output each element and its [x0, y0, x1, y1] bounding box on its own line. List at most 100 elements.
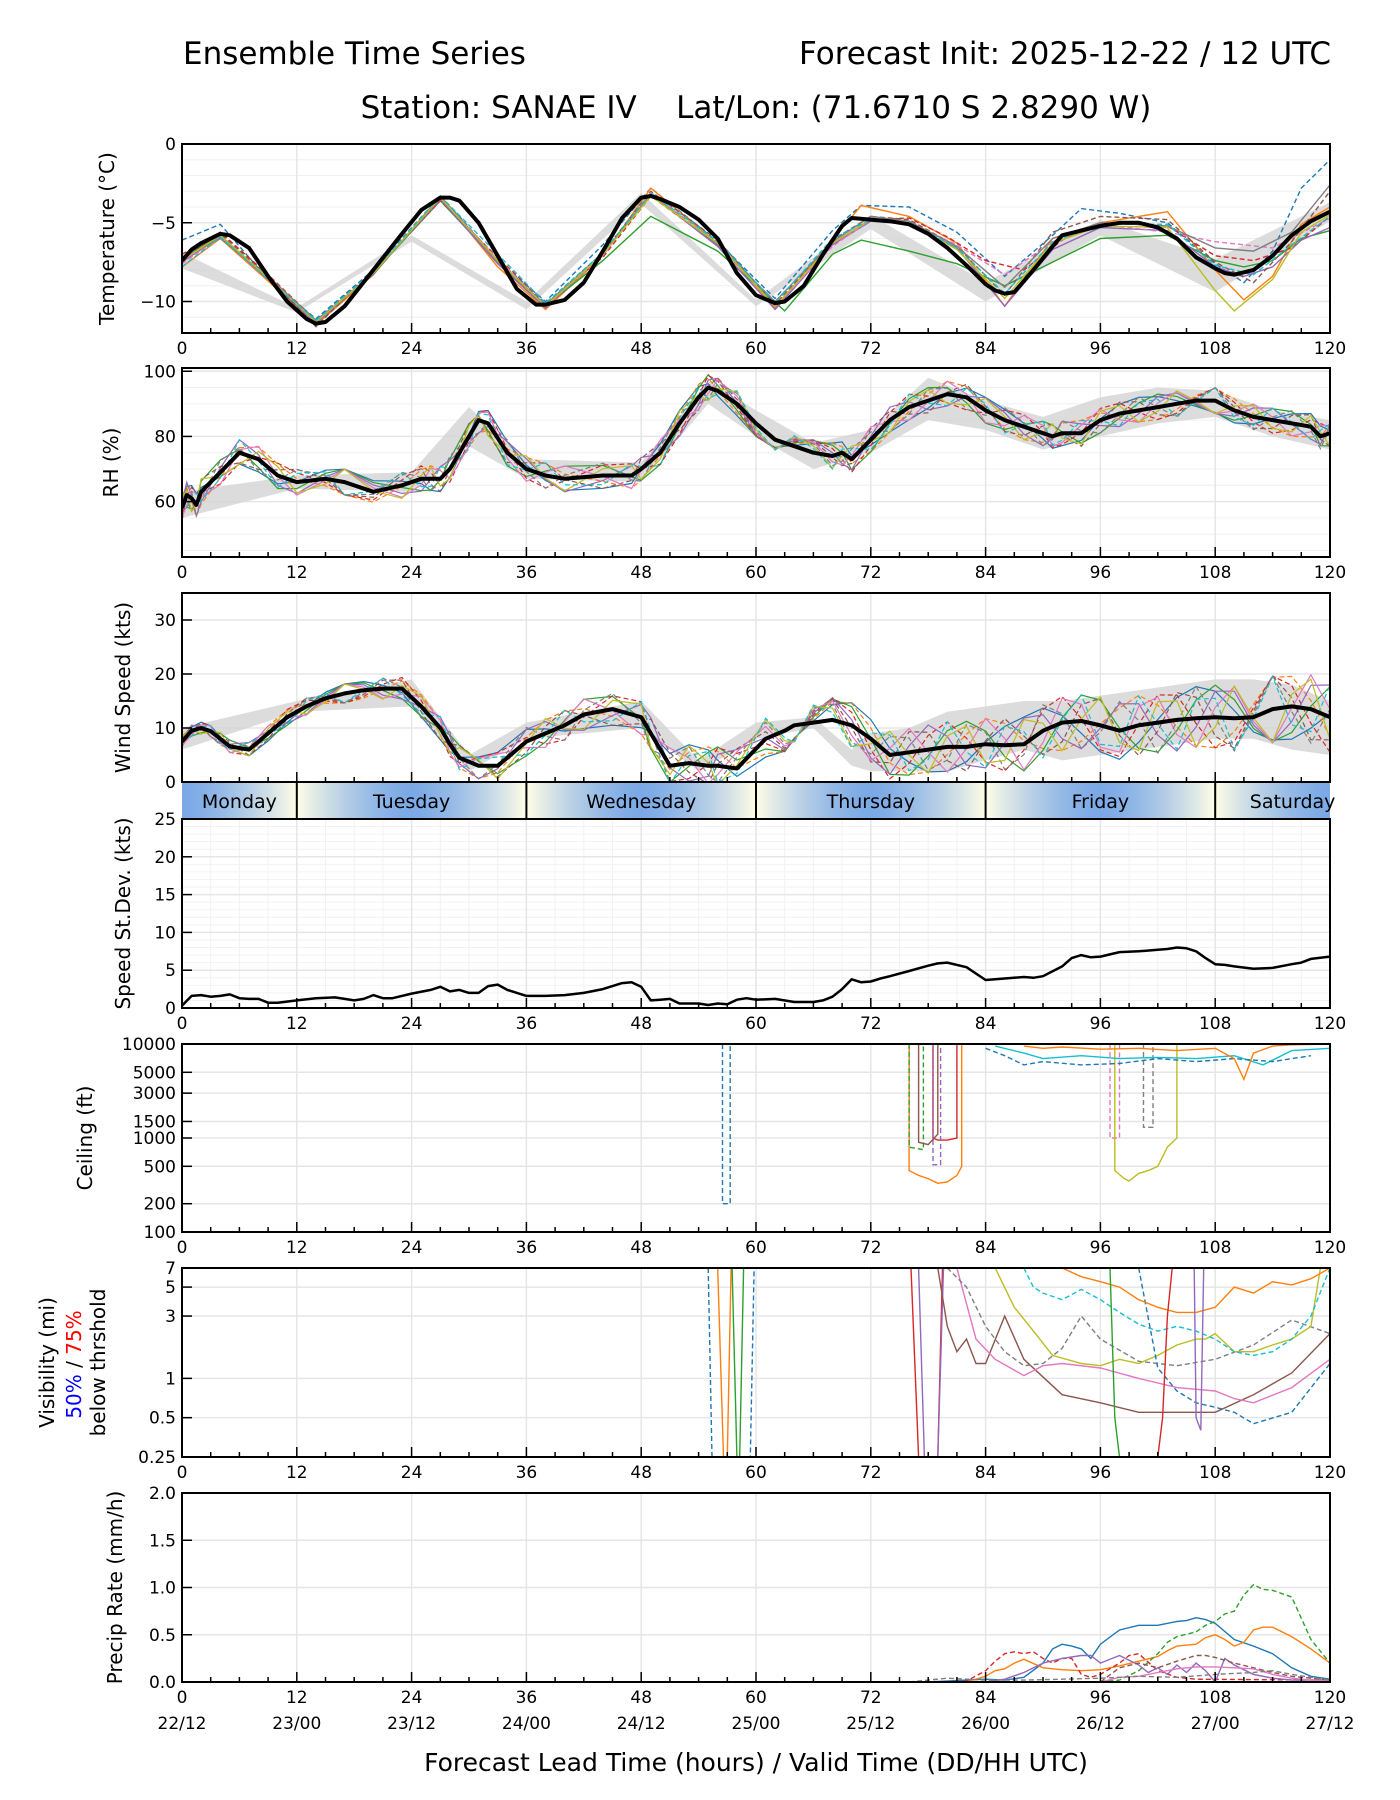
member-line-5 [937, 1268, 1330, 1413]
y-tick-label: −5 [151, 214, 176, 234]
x-tick-label: 120 [1314, 339, 1346, 359]
x-tick-label: 36 [516, 1014, 538, 1034]
x-tick-label: 0 [177, 1463, 188, 1483]
y-axis-label: Ceiling (ft) [73, 1086, 97, 1191]
y-tick-label: 100 [144, 1223, 176, 1243]
plot-area [707, 1268, 1330, 1457]
y-axis-label-threshold: 50% / 75% [62, 1310, 86, 1418]
y-tick-label: 3 [165, 1307, 176, 1327]
x-tick-label: 84 [975, 1014, 997, 1034]
x-axis-label: Forecast Lead Time (hours) / Valid Time … [424, 1748, 1088, 1777]
member-line-0 [721, 1044, 731, 1205]
y-axis-label: RH (%) [99, 428, 123, 498]
x-tick-label: 60 [745, 563, 767, 583]
x-tick-label: 72 [860, 1463, 882, 1483]
x-tick-label: 108 [1199, 1688, 1231, 1708]
member-line-8 [182, 388, 1330, 513]
x-tick-label: 60 [745, 1463, 767, 1483]
y-tick-label: 0 [165, 999, 176, 1019]
ensemble-mean-line [182, 686, 1330, 771]
member-line-7 [946, 1268, 1330, 1367]
panel-precip_rate: 0 12 24 36 48 60 72 84 96 108 120 22/12 23/00 23/12 24… [103, 1484, 1355, 1734]
member-line-10 [1138, 1268, 1330, 1425]
y-tick-label: 0.25 [138, 1448, 176, 1468]
panel-rh: 0 12 24 36 48 60 72 84 96 108 120 60 80 100 RH (%) [99, 362, 1346, 583]
y-tick-label: 1.5 [149, 1531, 176, 1551]
x-tick-label: 108 [1199, 563, 1231, 583]
y-tick-label: 0 [165, 773, 176, 793]
y-tick-label: 1 [165, 1369, 176, 1389]
plot-area [909, 1583, 1330, 1682]
x-tick-label: 84 [975, 563, 997, 583]
member-line-9 [182, 191, 1330, 322]
member-line-1 [966, 1626, 1330, 1682]
x-tick-label: 48 [630, 563, 652, 583]
x-tick-label: 36 [516, 1463, 538, 1483]
panel-visibility: 0 12 24 36 48 60 72 84 96 108 120 0.25 0.5 1 3 57 Visibi… [35, 1259, 1346, 1483]
day-segment-monday [182, 783, 297, 819]
member-line-4 [985, 1654, 1330, 1682]
y-tick-label: 10 [154, 923, 176, 943]
x-tick-label: 60 [745, 1688, 767, 1708]
member-line-0 [707, 1268, 755, 1457]
x-tick-label: 12 [286, 339, 308, 359]
day-label: Thursday [826, 791, 915, 813]
member-line-4 [182, 683, 1330, 782]
x-tick-label: 0 [177, 339, 188, 359]
day-segment-tuesday [296, 783, 527, 819]
y-tick-label: 2.0 [149, 1484, 176, 1504]
x-tick-label: 24 [401, 1463, 423, 1483]
y-tick-label: 1.0 [149, 1579, 176, 1599]
member-line-3 [182, 675, 1330, 782]
y-tick-label: 3000 [133, 1084, 176, 1104]
x-valid-time-label: 25/00 [732, 1714, 781, 1734]
x-tick-label: 12 [286, 1014, 308, 1034]
x-tick-label: 60 [745, 339, 767, 359]
member-line-0 [928, 1616, 1330, 1682]
y-tick-label: −10 [140, 293, 176, 313]
x-tick-label: 24 [401, 1688, 423, 1708]
stdev-line [182, 946, 1330, 1007]
x-valid-time-label: 27/12 [1306, 1714, 1355, 1734]
y-axis-label: Precip Rate (mm/h) [103, 1491, 127, 1685]
x-tick-label: 120 [1314, 1688, 1346, 1708]
x-tick-label: 96 [1090, 339, 1112, 359]
member-line-7 [909, 1669, 1330, 1682]
y-axis-label: Speed St.Dev. (kts) [111, 817, 135, 1009]
member-line-12 [1109, 1268, 1123, 1457]
member-line-1 [182, 675, 1330, 780]
x-valid-time-label: 26/00 [961, 1714, 1010, 1734]
y-tick-label: 0.5 [149, 1626, 176, 1646]
x-valid-time-label: 23/00 [272, 1714, 321, 1734]
x-tick-label: 120 [1314, 1463, 1346, 1483]
y-tick-label: 80 [154, 427, 176, 447]
x-valid-time-label: 24/00 [502, 1714, 551, 1734]
figure-title-right: Forecast Init: 2025-12-22 / 12 UTC [799, 36, 1331, 72]
x-tick-label: 96 [1090, 1463, 1112, 1483]
panel-wind_speed: 0 10 20 30 Wind Speed (kts) [111, 592, 1331, 793]
x-tick-label: 96 [1090, 563, 1112, 583]
member-line-8 [182, 678, 1330, 782]
figure-subtitle: Station: SANAE IV Lat/Lon: (71.6710 S 2.… [361, 90, 1152, 126]
member-line-4 [917, 1268, 945, 1457]
x-tick-label: 120 [1314, 563, 1346, 583]
member-line-9 [182, 386, 1330, 510]
y-tick-label: 20 [154, 848, 176, 868]
panels: 0 12 24 36 48 60 72 84 96 108 1200−5−10Temperature… [35, 135, 1355, 1734]
day-label: Wednesday [586, 791, 696, 813]
member-line-5 [182, 674, 1330, 782]
y-tick-label: 25 [154, 810, 176, 830]
x-tick-label: 0 [177, 563, 188, 583]
member-line-14 [1193, 1268, 1205, 1431]
x-tick-label: 108 [1199, 339, 1231, 359]
y-tick-label: 100 [144, 362, 176, 382]
x-tick-label: 48 [630, 1238, 652, 1258]
y-tick-label: 10 [154, 719, 176, 739]
x-valid-time-label: 24/12 [617, 1714, 666, 1734]
member-line-1 [717, 1268, 732, 1457]
y-tick-label: 5 [165, 1278, 176, 1298]
y-axis-label: Temperature (°C) [95, 152, 119, 326]
member-line-1 [908, 1044, 963, 1185]
y-tick-label: 1000 [133, 1129, 176, 1149]
y-axis-label: Visibility (mi) [35, 1297, 59, 1428]
